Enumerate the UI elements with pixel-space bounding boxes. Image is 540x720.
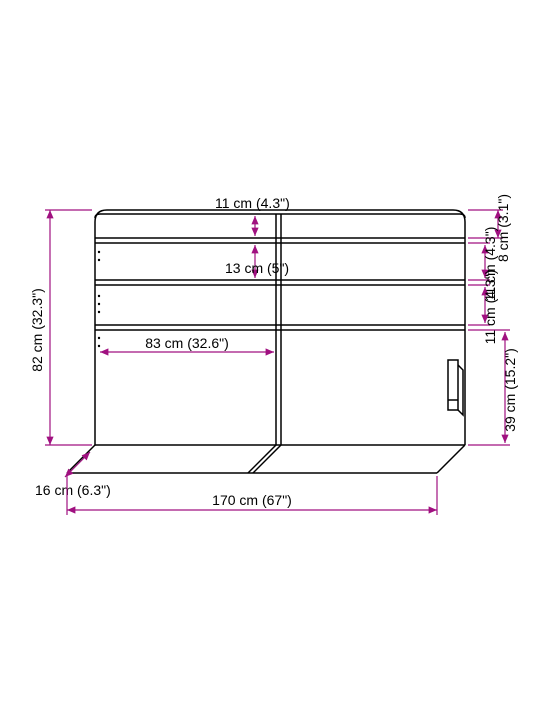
dim-right-11b: 11 cm (4.3")	[468, 270, 498, 345]
label-height: 82 cm (32.3")	[29, 288, 45, 372]
dim-right-39: 39 cm (15.2")	[468, 330, 518, 445]
dim-depth: 16 cm (6.3")	[35, 452, 111, 498]
label-right-11b: 11 cm (4.3")	[482, 270, 498, 345]
dim-shelf-width: 83 cm (32.6")	[100, 335, 274, 352]
label-right-39: 39 cm (15.2")	[502, 348, 518, 432]
label-depth: 16 cm (6.3")	[35, 482, 111, 498]
label-gap-top: 11 cm (4.3")	[215, 195, 290, 211]
dim-gap-mid: 13 cm (5")	[225, 245, 289, 278]
dim-gap-top: 11 cm (4.3")	[215, 195, 290, 236]
dim-height-left: 82 cm (32.3")	[29, 210, 92, 445]
label-width: 170 cm (67")	[212, 492, 292, 508]
label-gap-mid: 13 cm (5")	[225, 260, 289, 276]
dim-width: 170 cm (67")	[67, 476, 437, 515]
label-shelf-width: 83 cm (32.6")	[145, 335, 229, 351]
dimension-diagram: 82 cm (32.3") 16 cm (6.3") 170 cm (67") …	[0, 0, 540, 720]
furniture-outline	[67, 210, 465, 473]
